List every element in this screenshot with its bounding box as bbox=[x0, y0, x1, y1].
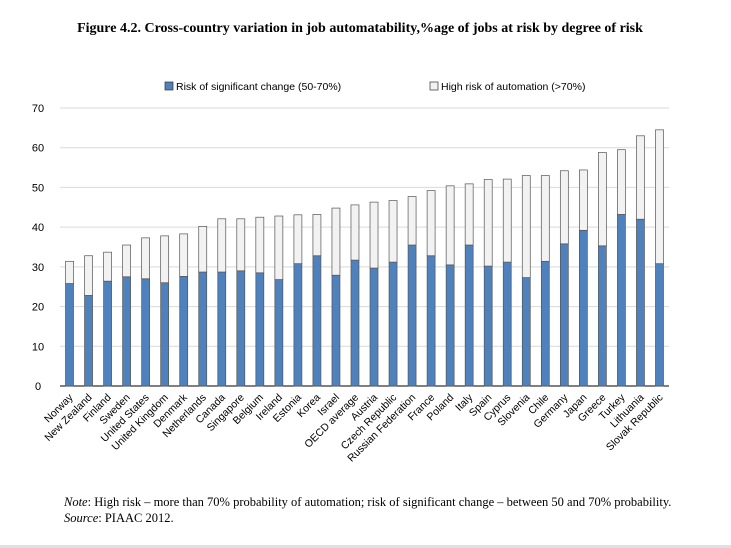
bar-high-risk bbox=[179, 233, 189, 277]
bar-high-risk bbox=[255, 216, 265, 274]
bar-significant-change bbox=[160, 282, 170, 387]
bar-high-risk bbox=[636, 135, 645, 220]
bar-significant-change bbox=[636, 218, 645, 387]
figure-title: Figure 4.2. Cross-country variation in j… bbox=[77, 21, 643, 36]
stacked-bar-chart: 0 10 20 30 40 50 60 70 Norway New Zealand Finland S… bbox=[0, 76, 731, 476]
bar-significant-change bbox=[407, 244, 417, 387]
bottom-divider bbox=[0, 545, 731, 548]
bar-significant-change bbox=[445, 264, 455, 387]
bar-high-risk bbox=[293, 214, 303, 265]
bar-significant-change bbox=[141, 278, 150, 387]
bar-significant-change bbox=[579, 229, 588, 387]
bar-high-risk bbox=[388, 200, 398, 263]
bar-high-risk bbox=[445, 185, 455, 266]
bar-high-risk bbox=[407, 196, 417, 246]
bar-significant-change bbox=[617, 214, 626, 387]
bar-significant-change bbox=[255, 272, 265, 387]
bar-high-risk bbox=[502, 178, 512, 263]
plot-area bbox=[60, 108, 669, 386]
note-text: : High risk – more than 70% probability … bbox=[87, 495, 672, 509]
bar-significant-change bbox=[559, 243, 569, 387]
bar-significant-change bbox=[122, 276, 131, 387]
bar-high-risk bbox=[559, 170, 569, 245]
bar-high-risk bbox=[331, 207, 341, 276]
bar-high-risk bbox=[160, 235, 170, 284]
bar-significant-change bbox=[274, 279, 284, 387]
bar-significant-change bbox=[369, 267, 379, 387]
bar-significant-change bbox=[350, 259, 360, 387]
y-tick-label: 60 bbox=[32, 143, 44, 155]
source-text: : PIAAC 2012. bbox=[98, 511, 174, 525]
y-tick-label: 70 bbox=[32, 103, 44, 115]
bar-high-risk bbox=[84, 255, 93, 296]
bar-high-risk bbox=[65, 260, 74, 284]
bar-high-risk bbox=[236, 218, 246, 272]
bar-high-risk bbox=[350, 204, 360, 261]
bar-significant-change bbox=[426, 255, 436, 387]
bar-high-risk bbox=[598, 152, 607, 247]
bar-high-risk bbox=[141, 237, 150, 280]
y-tick-label: 40 bbox=[32, 222, 44, 234]
y-tick-label: 50 bbox=[32, 182, 44, 194]
figure-notes: Note: High risk – more than 70% probabil… bbox=[64, 494, 684, 526]
bar-high-risk bbox=[426, 190, 436, 257]
legend-significant-change-swatch bbox=[164, 81, 174, 91]
note-line: Note: High risk – more than 70% probabil… bbox=[64, 494, 684, 510]
bar-significant-change bbox=[521, 277, 531, 387]
legend-high-risk-swatch bbox=[429, 81, 439, 91]
bar-significant-change bbox=[598, 245, 607, 387]
bar-significant-change bbox=[198, 271, 208, 387]
bar-high-risk bbox=[579, 169, 588, 231]
bar-significant-change bbox=[217, 271, 227, 387]
bar-significant-change bbox=[464, 244, 474, 387]
bar-high-risk bbox=[198, 225, 208, 273]
legend-significant-change-label: Risk of significant change (50-70%) bbox=[176, 81, 341, 93]
bar-significant-change bbox=[331, 274, 341, 387]
note-label: Note bbox=[64, 495, 88, 509]
bar-significant-change bbox=[65, 283, 74, 387]
bar-high-risk bbox=[464, 183, 474, 246]
bar-significant-change bbox=[655, 263, 664, 387]
bar-high-risk bbox=[369, 201, 379, 269]
bar-high-risk bbox=[217, 218, 227, 273]
bar-significant-change bbox=[483, 265, 493, 387]
bar-high-risk bbox=[103, 251, 112, 282]
bar-high-risk bbox=[617, 149, 626, 215]
bar-significant-change bbox=[179, 276, 189, 387]
legend-high-risk-label: High risk of automation (>70%) bbox=[441, 81, 585, 93]
source-label: Source bbox=[64, 511, 99, 525]
bar-high-risk bbox=[274, 215, 284, 280]
bar-high-risk bbox=[122, 244, 131, 278]
bar-high-risk bbox=[312, 214, 322, 257]
bar-significant-change bbox=[312, 255, 322, 387]
y-tick-label: 30 bbox=[32, 262, 44, 274]
bar-high-risk bbox=[521, 175, 531, 278]
bar-significant-change bbox=[540, 260, 550, 387]
bar-significant-change bbox=[103, 280, 112, 387]
bar-high-risk bbox=[540, 175, 550, 262]
y-tick-label: 0 bbox=[35, 381, 41, 393]
bar-significant-change bbox=[388, 261, 398, 387]
bar-significant-change bbox=[84, 295, 93, 387]
source-line: Source: PIAAC 2012. bbox=[64, 510, 684, 526]
y-tick-label: 10 bbox=[32, 341, 44, 353]
bar-high-risk bbox=[483, 179, 493, 267]
y-tick-label: 20 bbox=[32, 302, 44, 314]
bar-significant-change bbox=[293, 263, 303, 387]
bar-significant-change bbox=[236, 270, 246, 387]
bar-high-risk bbox=[655, 129, 664, 265]
bar-significant-change bbox=[502, 261, 512, 387]
